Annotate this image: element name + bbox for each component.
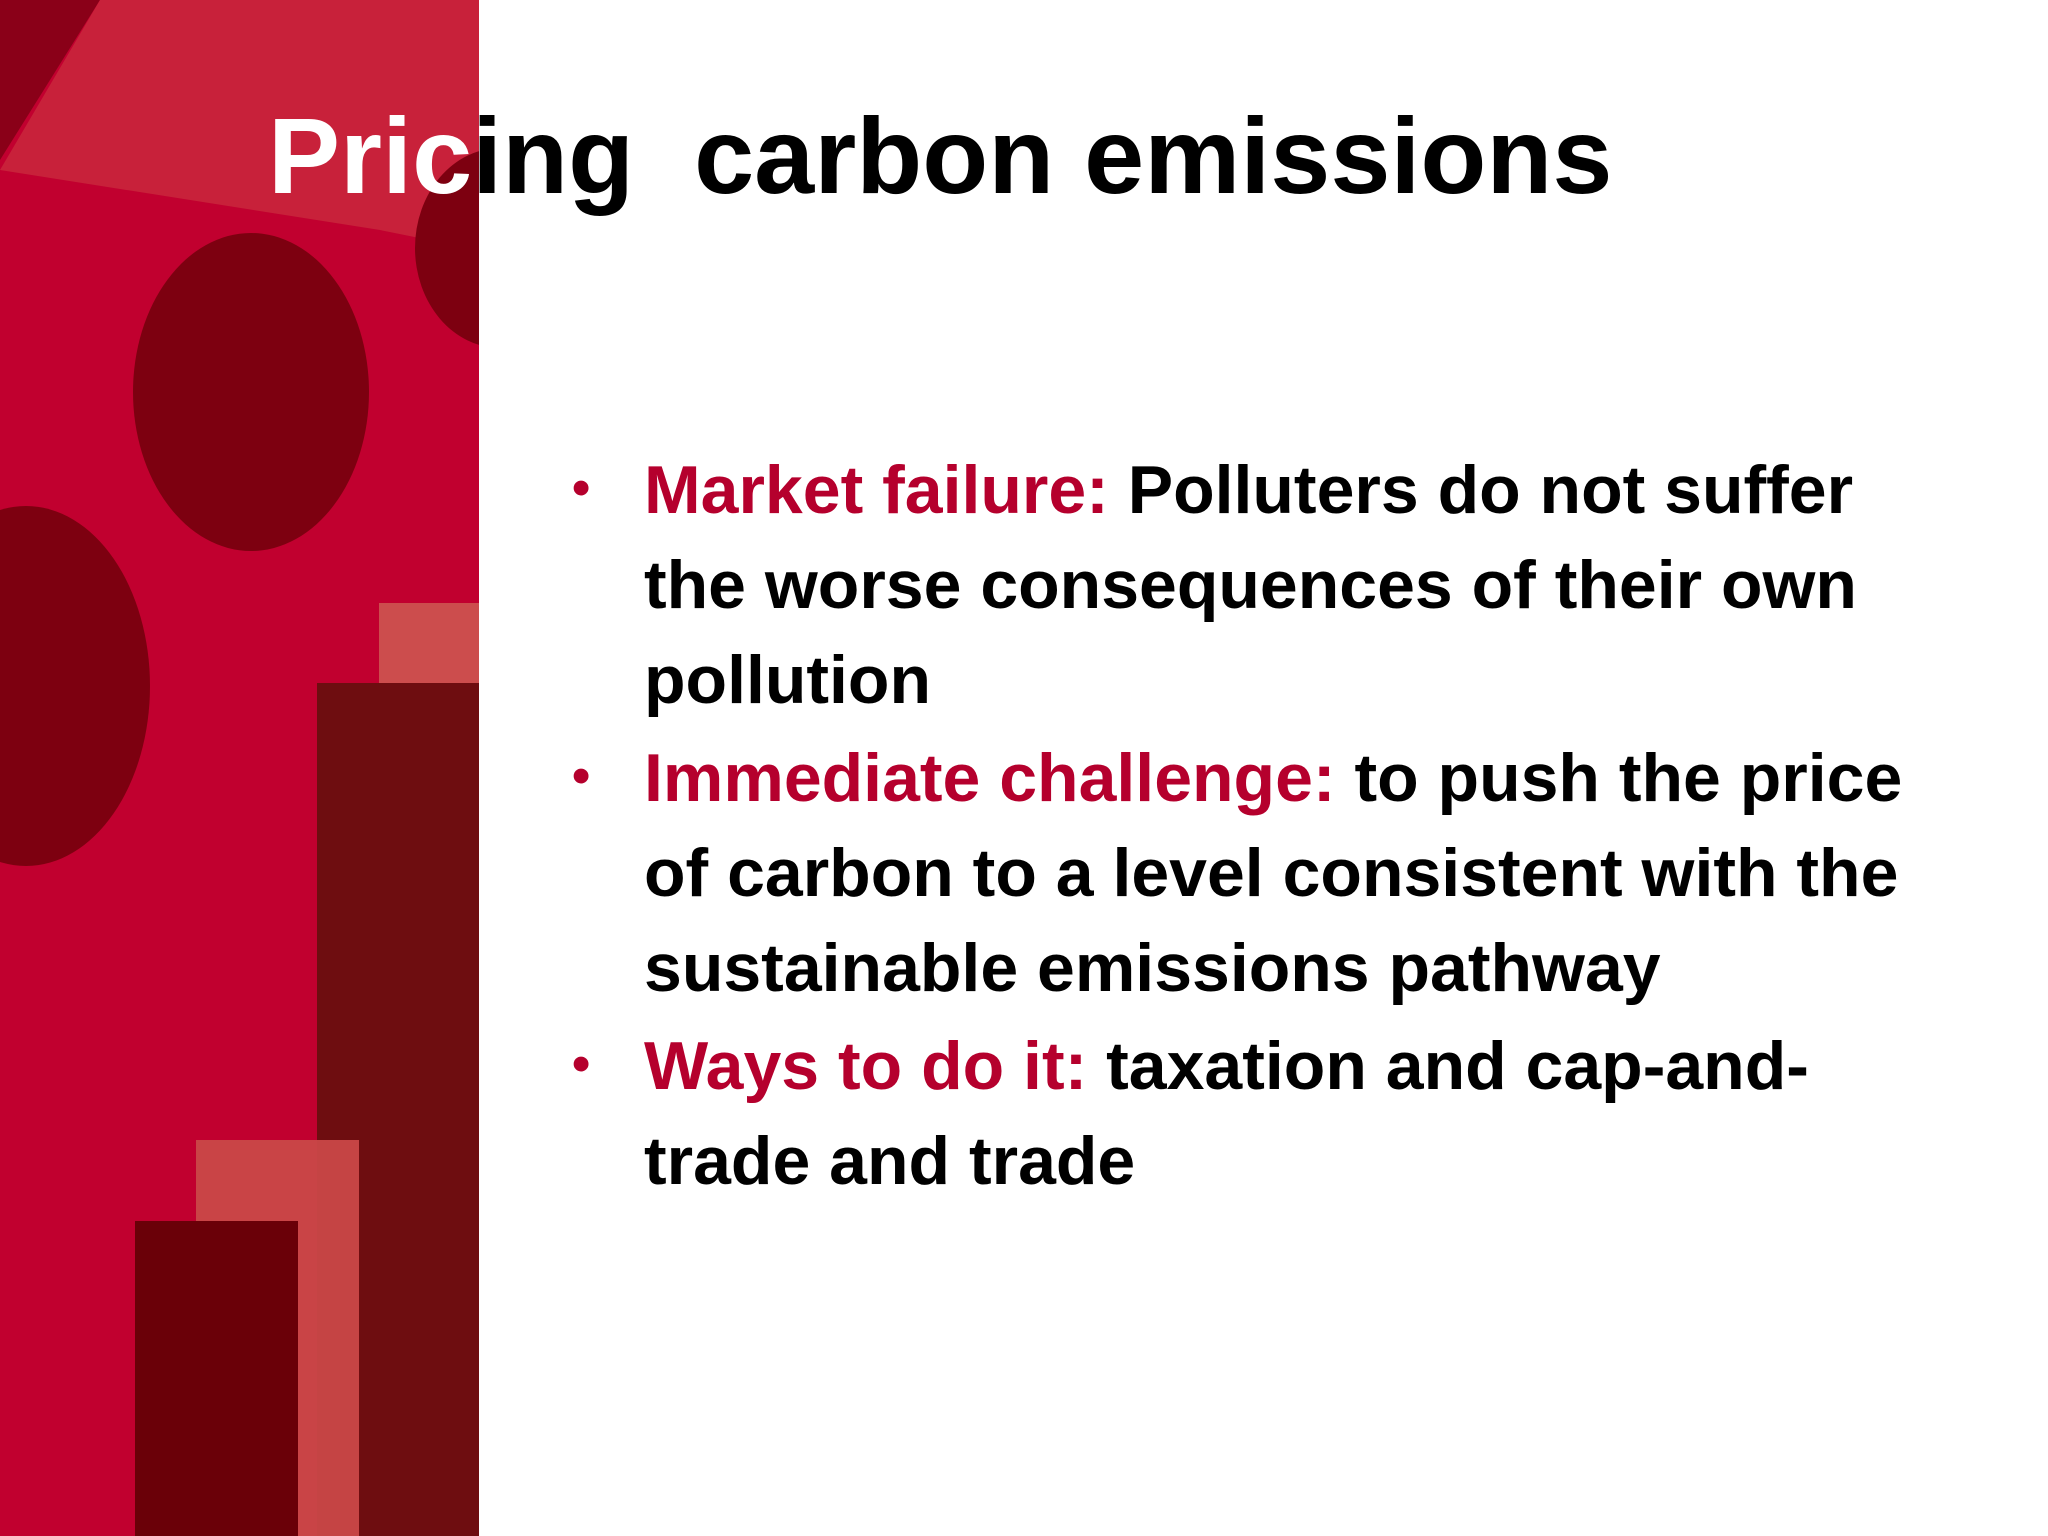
title-area: Pricing carbon emissions Pricing carbon … [268, 95, 1612, 216]
bullet: Immediate challenge: to push the price o… [572, 729, 1944, 1016]
bullet-label: Ways to do it: [644, 1028, 1088, 1104]
bullet-text: to push the price of carbon to a level c… [644, 740, 1903, 1006]
bullet-text: Polluters do not suffer the worse conseq… [644, 452, 1857, 718]
side-panel [0, 0, 479, 1536]
slide-title: Pricing carbon emissions [268, 95, 1612, 216]
slide-title: Pricing carbon emissions [268, 95, 1612, 216]
bullet: Ways to do it: taxation and cap-and-trad… [572, 1017, 1944, 1209]
bullet-label: Market failure: [644, 452, 1109, 528]
bullet-label: Immediate challenge: [644, 740, 1336, 816]
bullet: Market failure: Polluters do not suffer … [572, 441, 1944, 728]
bullet-text: taxation and cap-and-trade and trade [644, 1028, 1809, 1199]
bullet-list: Market failure: Polluters do not suffer … [572, 441, 1944, 1212]
